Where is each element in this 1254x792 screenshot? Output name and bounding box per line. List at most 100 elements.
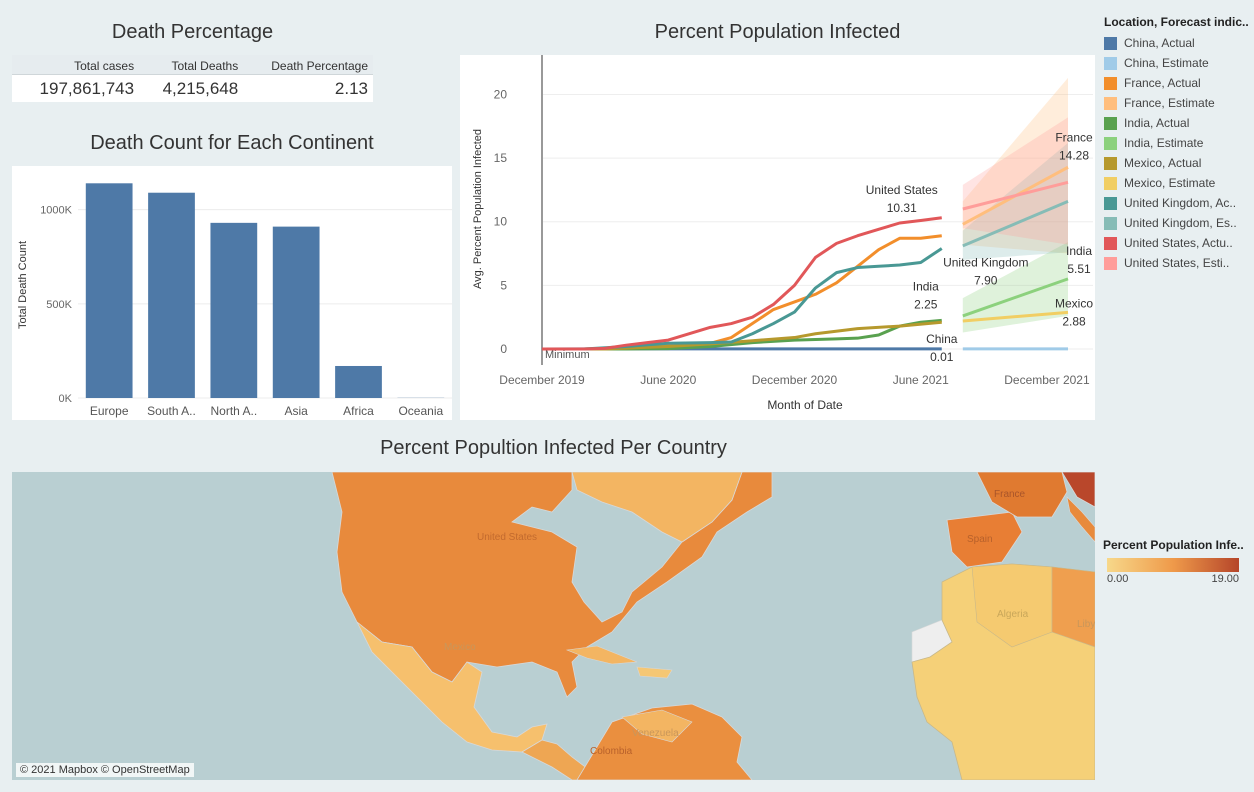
legend-label: United States, Esti.. (1124, 256, 1230, 270)
map-label-united-states: United States (477, 532, 537, 543)
legend-item-9[interactable]: United Kingdom, Es.. (1104, 213, 1249, 233)
map-canvas[interactable]: United States Mexico Colombia Venezuela … (12, 472, 1095, 780)
legend-item-3[interactable]: France, Estimate (1104, 93, 1249, 113)
legend-item-10[interactable]: United States, Actu.. (1104, 233, 1249, 253)
legend-label: United Kingdom, Ac.. (1124, 196, 1237, 210)
series-end-value: 2.25 (914, 297, 938, 311)
legend-item-2[interactable]: France, Actual (1104, 73, 1249, 93)
map-label-mexico: Mexico (444, 642, 476, 653)
series-line-4[interactable] (542, 247, 943, 351)
death-percentage-title: Death Percentage (111, 21, 274, 43)
line-y-axis-title: Avg. Percent Population Infected (472, 129, 484, 289)
legend-label: United Kingdom, Es.. (1124, 216, 1237, 230)
map-credit: © 2021 Mapbox © OpenStreetMap (16, 763, 194, 777)
bar-1[interactable] (148, 192, 195, 398)
infected-chart-title: Percent Population Infected (654, 21, 901, 43)
legend-label: China, Estimate (1124, 56, 1209, 70)
series-end-label: United States (866, 183, 938, 197)
region-italy[interactable] (1066, 496, 1095, 543)
legend-label: France, Actual (1124, 76, 1201, 90)
death-percentage-table: Total cases Total Deaths Death Percentag… (12, 55, 373, 102)
legend-swatch (1104, 136, 1117, 150)
map-label-libya: Libya (1077, 619, 1095, 630)
region-central-europe[interactable] (1061, 472, 1095, 508)
value-total-cases: 197,861,743 (12, 74, 140, 102)
infected-line-chart[interactable]: 0 5 10 15 20 Avg. Percent Population Infected… (460, 55, 1095, 420)
bar-category-label: North A.. (210, 404, 257, 418)
line-ytick-label: 10 (494, 215, 508, 229)
bar-0[interactable] (85, 183, 133, 398)
map-label-france: France (994, 489, 1026, 500)
line-xtick-label: December 2020 (752, 373, 838, 387)
series-line-8[interactable] (962, 277, 1069, 318)
legend-item-7[interactable]: Mexico, Estimate (1104, 173, 1249, 193)
legend-item-5[interactable]: India, Estimate (1104, 133, 1249, 153)
continent-bar-chart[interactable]: 0K 500K 1000K Total Death Count Europe South … (12, 166, 452, 420)
bar-ytick-label: 500K (46, 299, 72, 311)
region-libya[interactable] (1051, 566, 1095, 648)
legend-swatch (1104, 76, 1117, 90)
forecast-band-10 (962, 142, 1068, 260)
bar-category-label: South A.. (147, 404, 196, 418)
region-canada[interactable] (571, 472, 743, 543)
bar-ytick-label: 0K (59, 393, 73, 405)
legend-item-8[interactable]: United Kingdom, Ac.. (1104, 193, 1249, 213)
minimum-annotation: Minimum (545, 349, 590, 361)
region-venezuela[interactable] (621, 709, 693, 743)
legend-item-6[interactable]: Mexico, Actual (1104, 153, 1249, 173)
bar-category-label: Oceania (398, 404, 443, 418)
continent-chart-panel: 0K 500K 1000K Total Death Count Europe South … (12, 166, 452, 420)
map-title: Percent Popultion Infected Per Country (380, 437, 727, 459)
legend-label: China, Actual (1124, 36, 1195, 50)
series-line-2[interactable] (542, 318, 942, 351)
bar-2[interactable] (210, 222, 258, 398)
region-cuba[interactable] (565, 645, 638, 665)
region-france[interactable] (976, 472, 1068, 518)
bar-category-label: Asia (284, 404, 308, 418)
series-end-label: United Kingdom (943, 255, 1028, 269)
bar-4[interactable] (335, 365, 382, 398)
color-legend-gradient (1107, 558, 1239, 572)
legend-swatch (1104, 256, 1117, 270)
map-label-venezuela: Venezuela (632, 728, 679, 739)
region-hispaniola[interactable] (636, 666, 673, 679)
series-end-label: France (1055, 130, 1093, 144)
color-legend-min: 0.00 (1107, 573, 1129, 585)
line-xtick-label: December 2019 (499, 373, 585, 387)
series-line-11[interactable] (962, 180, 1069, 211)
value-total-deaths: 4,215,648 (139, 74, 244, 102)
legend-label: United States, Actu.. (1124, 236, 1233, 250)
series-end-value: 7.90 (974, 273, 998, 287)
line-ytick-label: 15 (494, 151, 508, 165)
legend-item-0[interactable]: China, Actual (1104, 33, 1249, 53)
map-label-algeria: Algeria (997, 609, 1029, 620)
color-legend-max: 19.00 (1211, 573, 1239, 585)
line-ytick-label: 5 (500, 278, 507, 292)
color-legend-title: Percent Population Infe.. (1103, 538, 1244, 552)
continent-chart-title: Death Count for Each Continent (90, 132, 374, 154)
map-label-colombia: Colombia (590, 746, 633, 757)
series-line-10[interactable] (962, 199, 1069, 248)
legend-item-1[interactable]: China, Estimate (1104, 53, 1249, 73)
legend-swatch (1104, 196, 1117, 210)
legend-item-4[interactable]: India, Actual (1104, 113, 1249, 133)
bar-category-label: Europe (90, 404, 129, 418)
location-legend-title: Location, Forecast indic.. (1104, 15, 1249, 29)
bar-3[interactable] (272, 226, 320, 398)
series-line-3[interactable] (542, 320, 942, 351)
series-end-value: 2.88 (1062, 314, 1086, 328)
line-xtick-label: June 2020 (640, 373, 696, 387)
series-end-value: 10.31 (887, 201, 917, 215)
region-mexico[interactable] (356, 621, 548, 753)
choropleth-map[interactable]: United States Mexico Colombia Venezuela … (12, 472, 1095, 780)
bar-y-axis-title: Total Death Count (17, 241, 29, 329)
series-end-value: 14.28 (1059, 148, 1089, 162)
legend-swatch (1104, 236, 1117, 250)
series-line-5[interactable] (542, 216, 942, 351)
line-ytick-label: 20 (494, 87, 508, 101)
header-total-cases: Total cases (12, 55, 140, 75)
series-line-9[interactable] (962, 310, 1069, 323)
legend-item-11[interactable]: United States, Esti.. (1104, 253, 1249, 273)
series-line-1[interactable] (542, 234, 942, 351)
legend-swatch (1104, 96, 1117, 110)
